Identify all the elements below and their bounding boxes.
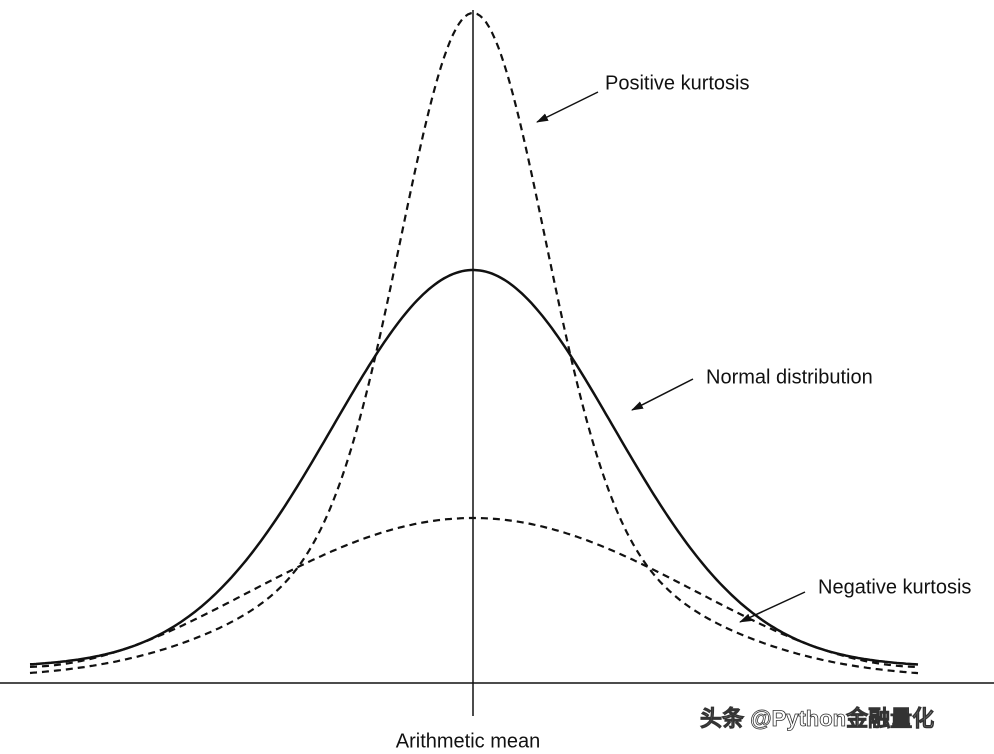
arrow bbox=[739, 591, 806, 623]
label: Negative kurtosis bbox=[818, 576, 971, 598]
arrow bbox=[536, 91, 599, 123]
positive-curve bbox=[29, 11, 919, 675]
negative-curve bbox=[29, 516, 919, 669]
watermark: 头条 @Python金融量化 bbox=[700, 706, 934, 731]
label: Positive kurtosis bbox=[605, 72, 750, 94]
label: Arithmetic mean bbox=[396, 730, 541, 752]
normal-curve bbox=[29, 268, 919, 666]
label: Normal distribution bbox=[706, 366, 873, 388]
arrow bbox=[631, 378, 694, 411]
